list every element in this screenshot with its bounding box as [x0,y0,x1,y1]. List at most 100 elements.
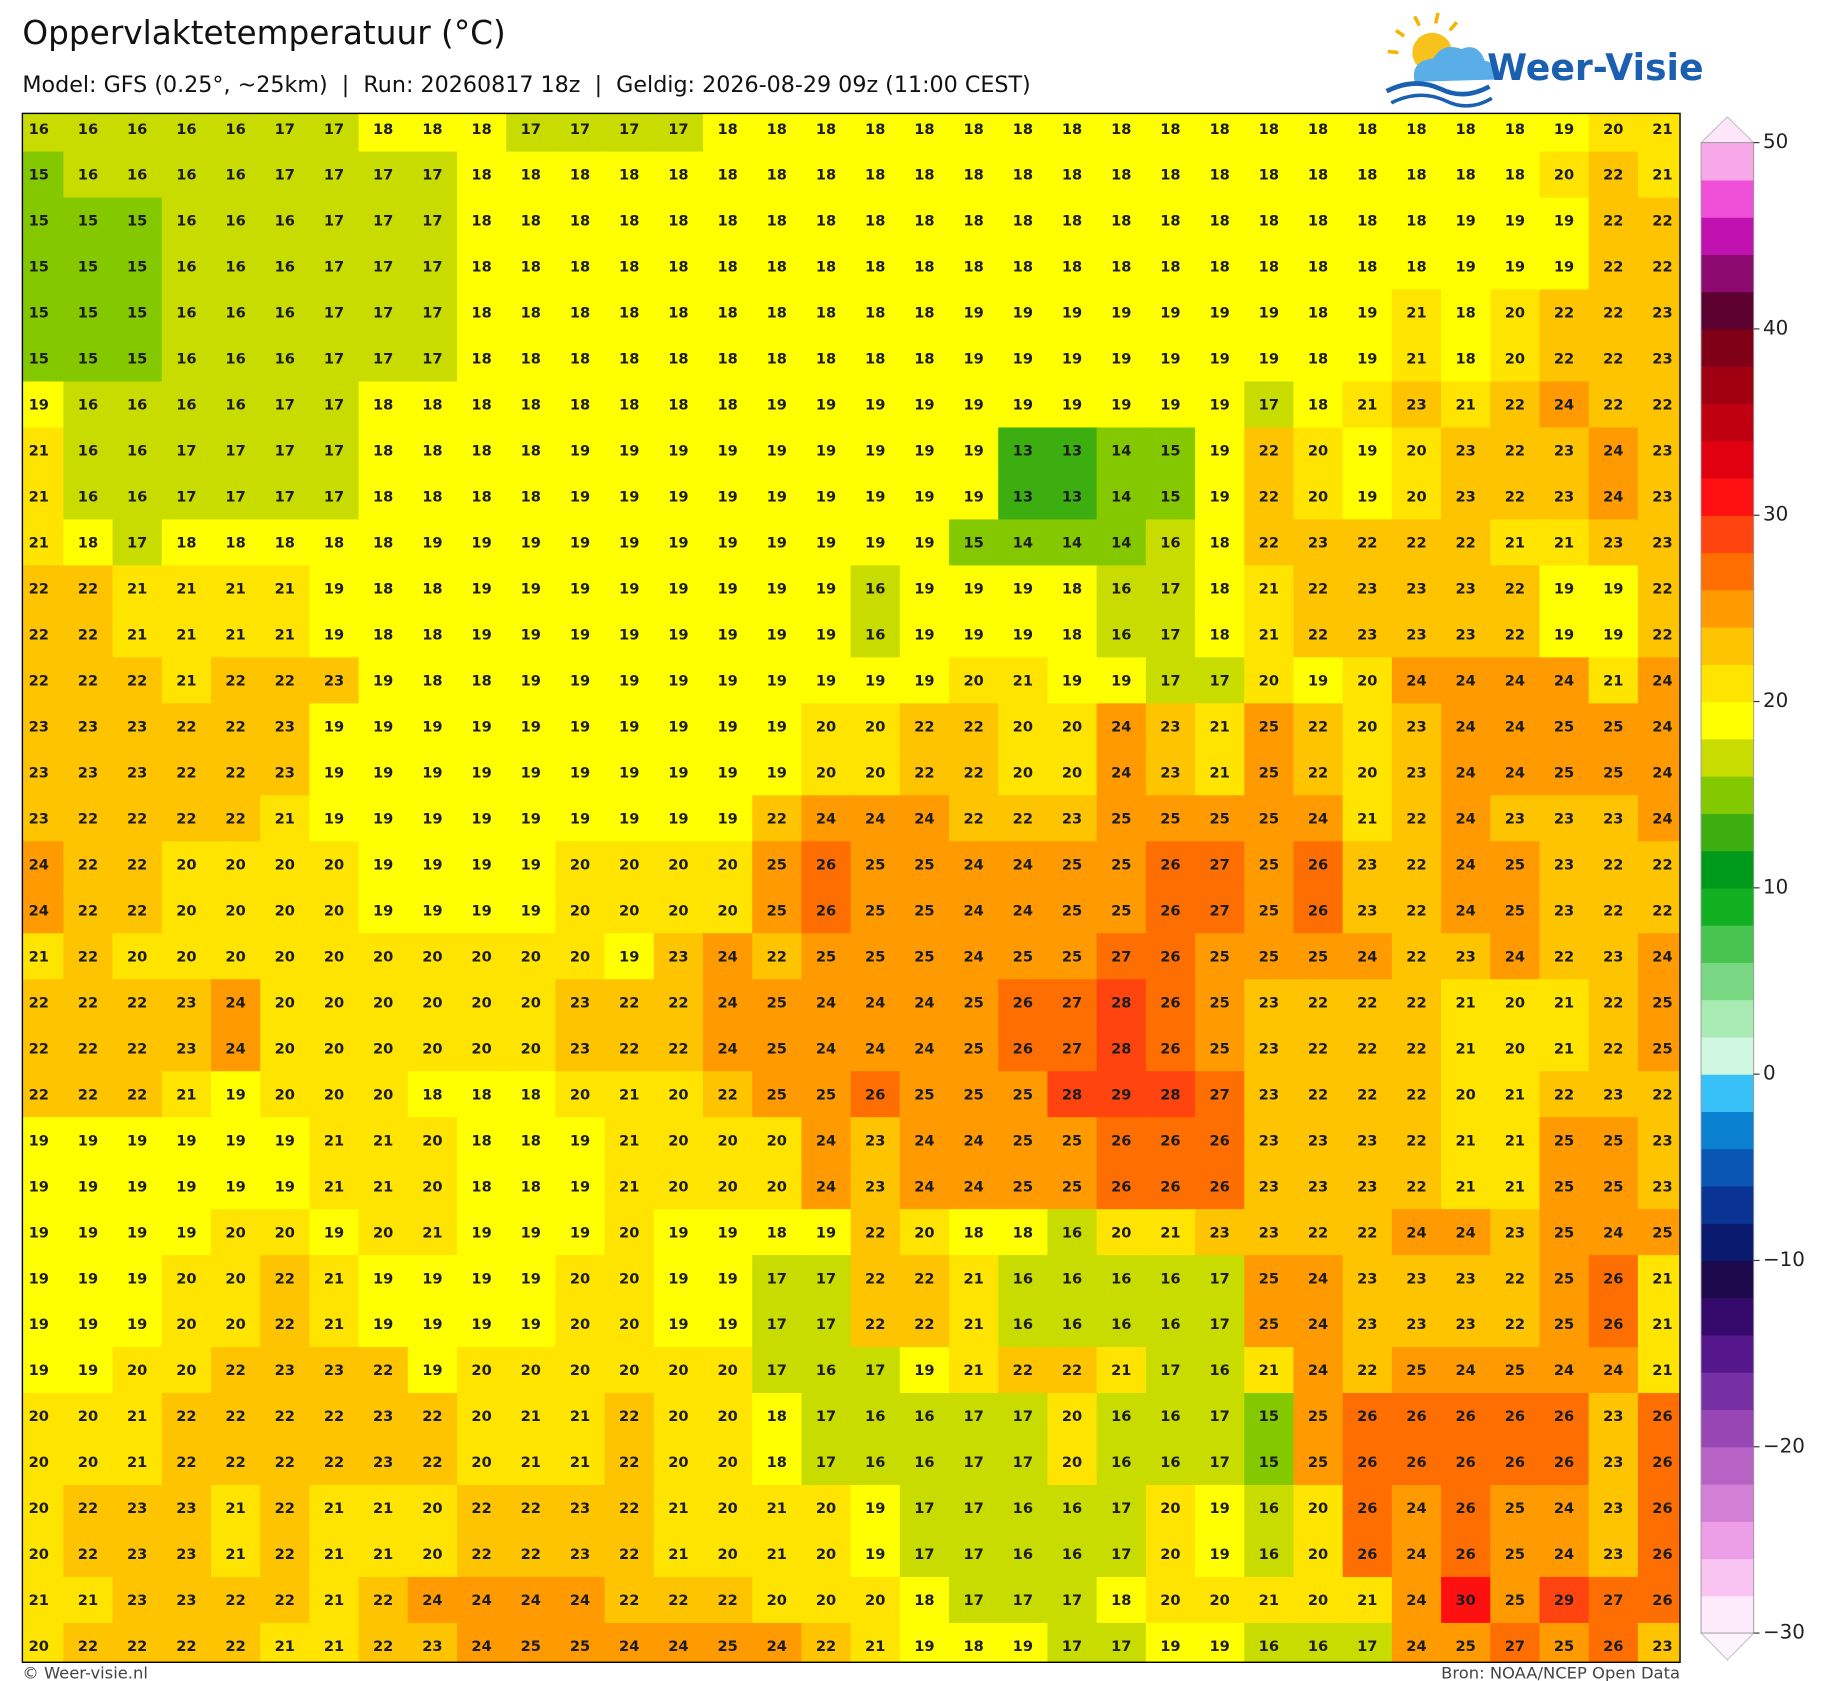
temperature-cell [1539,795,1590,842]
temperature-label: 23 [1603,948,1623,965]
temperature-cell [1342,1622,1393,1663]
temperature-label: 19 [570,810,590,827]
temperature-cell [1441,1530,1491,1578]
temperature-label: 22 [78,673,98,690]
temperature-label: 18 [471,121,491,138]
temperature-label: 19 [717,443,737,460]
colorbar-segment [1701,813,1754,852]
temperature-label: 18 [1308,351,1328,368]
temperature-cell [456,1117,507,1164]
temperature-cell [752,381,803,429]
temperature-label: 21 [570,1454,590,1471]
temperature-label: 19 [324,718,344,735]
temperature-cell [801,1622,852,1663]
temperature-cell [899,1347,950,1394]
temperature-cell [1637,749,1681,797]
temperature-cell [998,841,1049,888]
temperature-cell [112,1439,163,1486]
temperature-label: 22 [127,994,147,1011]
temperature-cell [1391,243,1442,291]
temperature-cell [604,565,655,613]
temperature-label: 22 [1603,994,1623,1011]
temperature-cell [1391,565,1442,613]
temperature-cell [801,197,852,245]
temperature-cell [653,197,704,245]
temperature-cell [1391,289,1442,337]
temperature-cell [1342,243,1393,291]
temperature-cell [1342,611,1393,659]
temperature-cell [506,1530,557,1578]
temperature-cell [358,657,409,705]
temperature-label: 19 [176,1224,196,1241]
temperature-label: 22 [521,1500,541,1517]
temperature-cell [703,1209,753,1256]
temperature-cell [703,749,753,797]
logo-text: Weer-Visie [1487,46,1703,89]
temperature-label: 21 [1652,1362,1672,1379]
temperature-cell [1047,289,1098,337]
temperature-label: 25 [1259,902,1279,919]
temperature-label: 19 [668,581,688,598]
temperature-label: 21 [1357,1592,1377,1609]
temperature-label: 23 [570,1040,590,1057]
temperature-label: 17 [1013,1592,1033,1609]
temperature-cell [1096,841,1147,888]
temperature-cell [1195,1209,1245,1256]
temperature-label: 18 [963,1224,983,1241]
temperature-label: 20 [570,856,590,873]
temperature-cell [407,473,458,521]
temperature-cell [112,335,163,383]
temperature-cell [949,151,999,199]
temperature-cell [210,1393,261,1440]
temperature-label: 24 [914,1040,934,1057]
temperature-cell [63,1071,114,1118]
temperature-label: 19 [963,443,983,460]
temperature-label: 21 [373,1178,393,1195]
temperature-cell [850,113,901,153]
temperature-label: 22 [1652,581,1672,598]
temperature-cell [210,113,261,153]
temperature-cell [1588,611,1639,659]
temperature-label: 19 [1209,397,1229,414]
temperature-cell [1391,1209,1442,1256]
temperature-cell [506,933,557,980]
temperature-cell [1293,113,1344,153]
temperature-label: 22 [619,1040,639,1057]
temperature-label: 26 [1505,1408,1525,1425]
temperature-cell [1342,151,1393,199]
temperature-cell [63,1439,114,1486]
temperature-label: 21 [767,1546,787,1563]
temperature-cell [22,519,65,567]
temperature-cell [260,289,311,337]
temperature-cell [456,611,507,659]
temperature-cell [703,1530,753,1578]
temperature-cell [1244,841,1295,888]
temperature-label: 18 [914,305,934,322]
temperature-label: 16 [29,121,49,138]
temperature-cell [1195,1163,1245,1210]
temperature-label: 19 [668,673,688,690]
temperature-cell [309,335,360,383]
temperature-cell [1539,381,1590,429]
temperature-cell [1441,611,1491,659]
temperature-cell [456,197,507,245]
temperature-cell [358,795,409,842]
temperature-cell [604,1025,655,1072]
temperature-label: 22 [1554,948,1574,965]
temperature-cell [260,1255,311,1302]
temperature-cell [555,113,606,153]
temperature-cell [161,841,212,888]
temperature-label: 20 [668,856,688,873]
temperature-cell [506,335,557,383]
temperature-cell [555,1209,606,1256]
temperature-label: 24 [1505,948,1525,965]
temperature-cell [801,1117,852,1164]
temperature-cell [22,1071,65,1118]
temperature-cell [1096,519,1147,567]
temperature-cell [604,151,655,199]
temperature-cell [850,1347,901,1394]
temperature-cell [210,289,261,337]
temperature-label: 24 [1603,443,1623,460]
temperature-label: 24 [1505,764,1525,781]
temperature-label: 20 [29,1408,49,1425]
